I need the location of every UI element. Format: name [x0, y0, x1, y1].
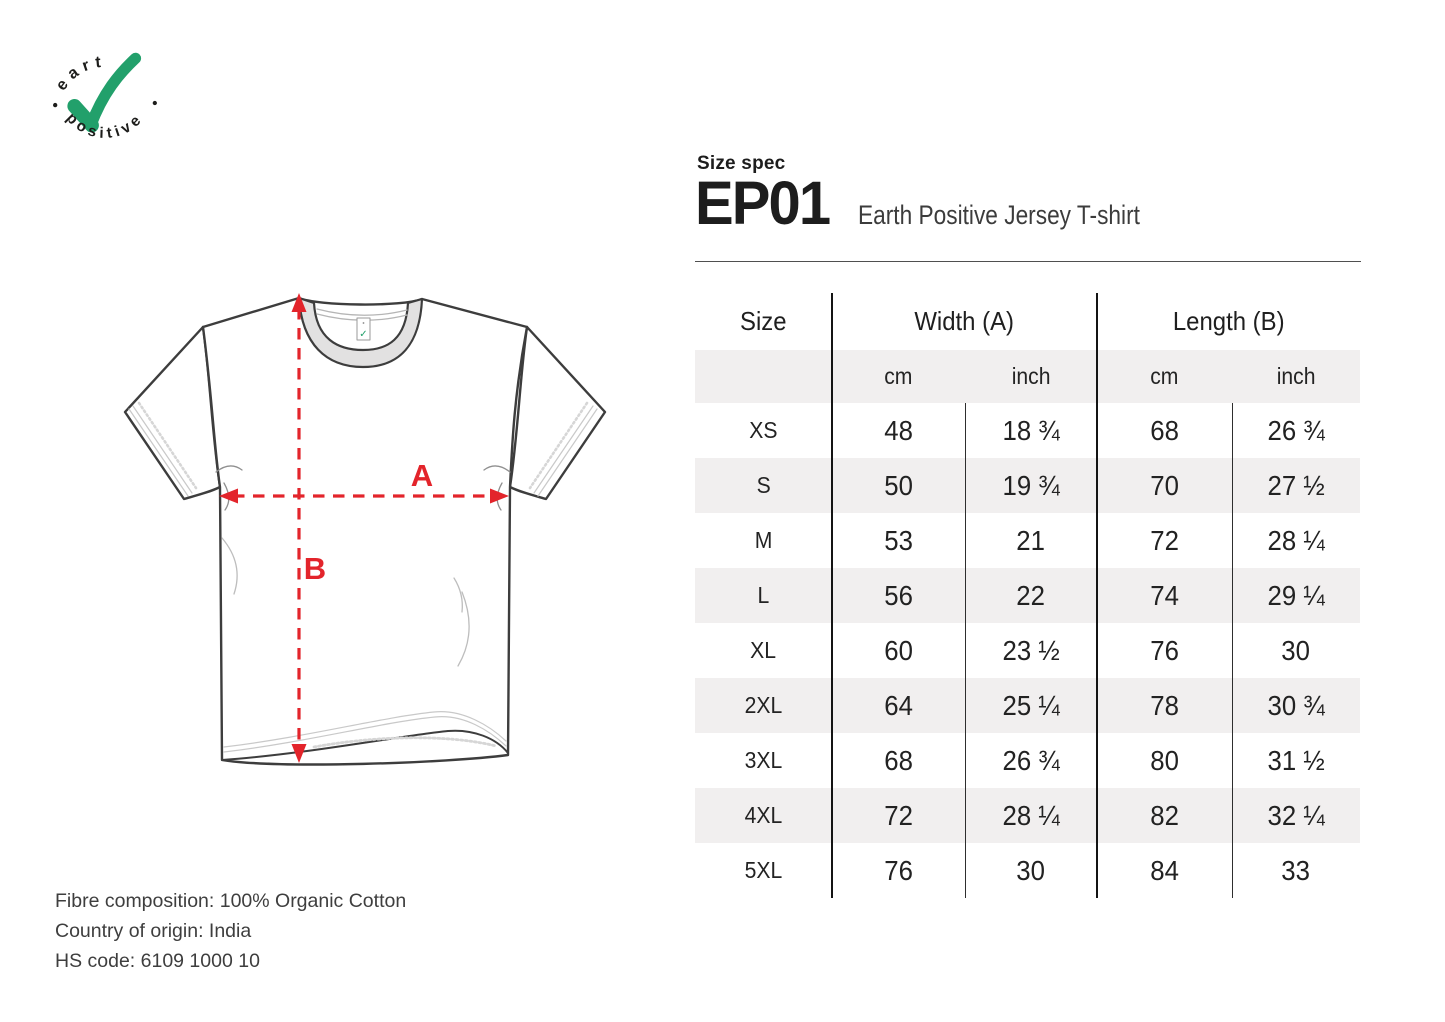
width-inch-cell: 26 ¾: [1002, 744, 1060, 776]
hem-chainstitch: [312, 736, 498, 749]
size-cell: S: [695, 458, 832, 513]
width-cm-cell: 72: [832, 788, 965, 843]
cuff-stitching: [128, 405, 598, 497]
product-code: EP01: [695, 169, 831, 237]
logo-bottom-text: positive: [63, 110, 147, 142]
width-cm-cell: 53: [884, 524, 913, 556]
length-cm-cell: 80: [1150, 744, 1179, 776]
width-cm-cell: 60: [884, 634, 913, 666]
col-header-length: Length (B): [1172, 306, 1285, 336]
hem-fold-lines: [223, 711, 507, 753]
subheader-length-cm: cm: [1097, 350, 1232, 403]
length-cm-cell: 84: [1150, 854, 1179, 886]
size-cell: XL: [750, 637, 777, 663]
length-inch-cell: 30 ¾: [1232, 678, 1360, 733]
country-of-origin: Country of origin: India: [55, 920, 252, 942]
length-inch-cell: 33: [1281, 854, 1311, 886]
logo-left-dot: [53, 102, 58, 108]
arrow-down-icon: [291, 744, 307, 763]
width-inch-cell: 18 ¾: [1002, 414, 1060, 446]
logo-right-dot: [152, 100, 157, 106]
subheader-width-cm: cm: [832, 350, 965, 403]
width-cm-cell: 68: [884, 744, 913, 776]
width-inch-cell: 22: [965, 568, 1097, 623]
size-cell: 3XL: [744, 747, 783, 773]
length-inch-cell: 28 ¼: [1267, 524, 1325, 556]
subheader-width-inch: inch: [965, 350, 1097, 403]
width-arrow-label: A: [411, 458, 433, 493]
width-cm-cell: 76: [884, 854, 913, 886]
tshirt-diagram: ✓ A B: [123, 293, 607, 766]
subheader-length-inch: inch: [1232, 350, 1360, 403]
size-spec-label: Size spec: [697, 153, 786, 174]
measurement-overlay: A B: [219, 293, 509, 763]
hem-front-edge: [221, 729, 509, 761]
length-inch-cell: 29 ¼: [1232, 568, 1360, 623]
product-header: EP01 Earth Positive Jersey T-shirt: [695, 169, 1194, 237]
arrow-left-icon: [219, 488, 238, 504]
collar-band: [297, 296, 424, 369]
size-cell: 2XL: [695, 678, 832, 733]
size-cell: M: [754, 527, 773, 553]
product-details: Fibre composition: 100% Organic Cotton C…: [55, 886, 406, 976]
col-header-size: Size: [740, 306, 787, 336]
table-divider-width-length: [1095, 293, 1098, 898]
width-inch-cell: 23 ½: [1002, 634, 1060, 666]
length-cm-cell: 68: [1150, 414, 1179, 446]
cuff-chainstitch: [137, 401, 589, 490]
width-cm-cell: 48: [884, 414, 913, 446]
width-inch-cell: 28 ¼: [965, 788, 1097, 843]
length-inch-cell: 26 ¾: [1267, 414, 1325, 446]
length-inch-cell: 32 ¼: [1232, 788, 1360, 843]
divider: [695, 261, 1361, 262]
product-name: Earth Positive Jersey T-shirt: [858, 200, 1141, 230]
earth-positive-logo: earth positive: [52, 52, 157, 142]
size-table: Size Width (A) Length (B) cm inch cm inc…: [695, 293, 1360, 898]
length-cm-cell: 82: [1097, 788, 1232, 843]
width-inch-cell: 21: [1016, 524, 1046, 556]
width-cm-cell: 56: [832, 568, 965, 623]
length-cm-cell: 78: [1097, 678, 1232, 733]
width-inch-cell: 19 ¾: [965, 458, 1097, 513]
table-divider-width-cm-inch: [964, 403, 966, 898]
width-inch-cell: 30: [1016, 854, 1046, 886]
width-cm-cell: 50: [832, 458, 965, 513]
length-cm-cell: 70: [1097, 458, 1232, 513]
length-arrow-label: B: [304, 551, 326, 586]
table-divider-length-cm-inch: [1231, 403, 1233, 898]
length-cm-cell: 74: [1097, 568, 1232, 623]
size-cell: 4XL: [695, 788, 832, 843]
size-cell: 5XL: [744, 857, 783, 883]
fibre-composition: Fibre composition: 100% Organic Cotton: [55, 890, 407, 912]
right-sleeve: [508, 325, 607, 501]
length-cm-cell: 72: [1150, 524, 1179, 556]
hs-code: HS code: 6109 1000 10: [55, 950, 260, 972]
size-cell: L: [695, 568, 832, 623]
logo-check-icon: [67, 52, 142, 133]
length-inch-cell: 30: [1281, 634, 1311, 666]
length-inch-cell: 31 ½: [1267, 744, 1325, 776]
size-cell: XS: [749, 417, 778, 443]
subheader-empty: [695, 350, 832, 403]
arrow-right-icon: [490, 488, 509, 504]
length-inch-cell: 27 ½: [1232, 458, 1360, 513]
length-cm-cell: 76: [1150, 634, 1179, 666]
fold-lines: [221, 537, 470, 667]
arrow-up-icon: [291, 293, 307, 312]
col-header-width: Width (A): [914, 306, 1015, 336]
neck-label-check-icon: ✓: [359, 329, 367, 340]
table-divider-size-width: [830, 293, 833, 898]
width-cm-cell: 64: [832, 678, 965, 733]
width-inch-cell: 25 ¼: [965, 678, 1097, 733]
neck-label: ✓: [356, 317, 371, 341]
